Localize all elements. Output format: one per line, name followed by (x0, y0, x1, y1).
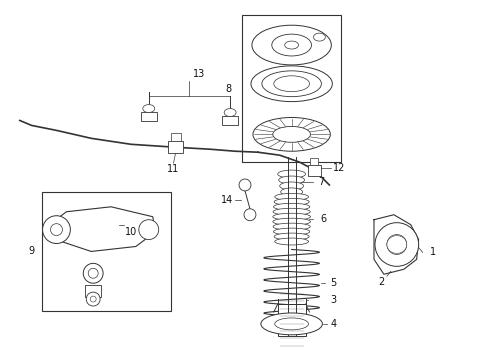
Circle shape (86, 292, 100, 306)
Text: 13: 13 (193, 69, 205, 79)
Bar (85, 285, 101, 297)
Text: 10: 10 (125, 226, 137, 237)
Ellipse shape (273, 126, 311, 142)
Bar (42, 192, 171, 311)
Circle shape (90, 296, 96, 302)
Text: 3: 3 (330, 295, 336, 305)
Ellipse shape (285, 41, 298, 49)
Ellipse shape (278, 170, 306, 178)
Bar (308, 165, 321, 176)
Text: 6: 6 (320, 214, 326, 224)
Ellipse shape (273, 218, 311, 225)
Text: 12: 12 (333, 163, 345, 173)
Circle shape (50, 224, 62, 235)
Ellipse shape (143, 105, 155, 113)
Circle shape (83, 264, 103, 283)
Text: 8: 8 (225, 84, 231, 94)
Text: 1: 1 (429, 247, 436, 257)
Circle shape (43, 216, 71, 243)
Circle shape (88, 268, 98, 278)
Text: 4: 4 (330, 319, 336, 329)
Ellipse shape (273, 228, 310, 235)
Ellipse shape (262, 71, 321, 96)
Ellipse shape (252, 25, 331, 65)
Ellipse shape (281, 188, 302, 196)
Ellipse shape (274, 76, 310, 92)
Bar (171, 133, 180, 141)
Bar (278, 304, 306, 336)
Text: 9: 9 (28, 247, 35, 256)
Text: 11: 11 (168, 164, 180, 174)
Ellipse shape (273, 208, 310, 215)
Ellipse shape (273, 213, 311, 220)
Circle shape (244, 209, 256, 221)
Ellipse shape (314, 33, 325, 41)
Ellipse shape (275, 193, 309, 201)
Ellipse shape (280, 182, 303, 190)
Ellipse shape (274, 198, 309, 205)
Circle shape (139, 220, 159, 239)
Bar (242, 15, 341, 162)
Bar (141, 112, 157, 121)
Ellipse shape (261, 313, 322, 335)
Bar (311, 158, 319, 165)
Text: 2: 2 (378, 277, 384, 287)
Ellipse shape (253, 117, 330, 151)
Ellipse shape (275, 238, 309, 245)
Ellipse shape (272, 34, 312, 56)
Ellipse shape (251, 66, 332, 102)
Text: 5: 5 (330, 278, 337, 288)
Text: 14: 14 (221, 195, 233, 205)
Ellipse shape (224, 109, 236, 117)
Ellipse shape (275, 318, 309, 330)
Ellipse shape (387, 235, 407, 253)
Circle shape (387, 235, 407, 255)
Circle shape (375, 223, 418, 266)
Text: 7: 7 (318, 177, 324, 187)
Bar (222, 116, 238, 125)
Ellipse shape (273, 223, 310, 230)
Circle shape (239, 179, 251, 191)
Ellipse shape (279, 176, 305, 184)
Ellipse shape (273, 203, 310, 210)
Bar (168, 141, 183, 153)
Ellipse shape (274, 233, 309, 240)
